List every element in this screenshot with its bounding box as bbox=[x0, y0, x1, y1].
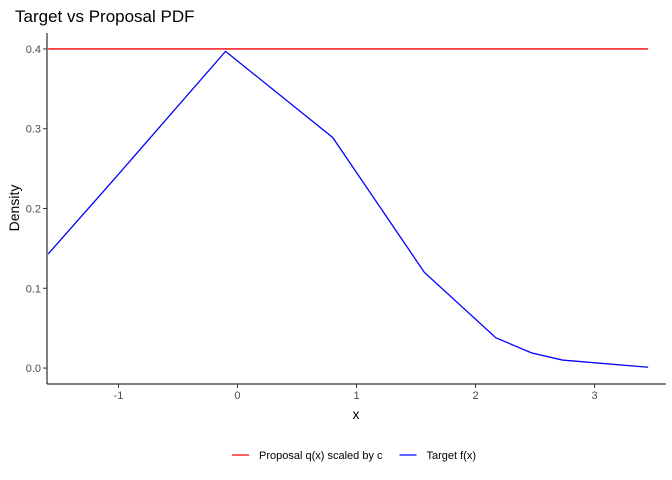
y-tick-label: 0.2 bbox=[26, 204, 41, 216]
y-axis-title: Density bbox=[6, 185, 22, 232]
x-tick-label: 1 bbox=[353, 390, 359, 402]
axes: -1 0 1 2 3 0.0 0.1 0.2 0.3 0.4 bbox=[26, 33, 666, 402]
series-line-1 bbox=[47, 50, 649, 368]
x-tick-label: 0 bbox=[234, 390, 240, 402]
x-tick-label: 2 bbox=[472, 390, 478, 402]
legend-label-1: Target f(x) bbox=[427, 450, 477, 462]
plot-area bbox=[47, 48, 649, 368]
y-tick-label: 0.3 bbox=[26, 124, 41, 136]
y-tick-label: 0.4 bbox=[26, 44, 41, 56]
legend-label-0: Proposal q(x) scaled by c bbox=[259, 450, 383, 462]
legend: Proposal q(x) scaled by c Target f(x) bbox=[232, 450, 476, 462]
x-axis-title: x bbox=[353, 406, 360, 422]
y-tick-label: 0.0 bbox=[26, 363, 41, 375]
x-tick-label: 3 bbox=[592, 390, 598, 402]
x-tick-label: -1 bbox=[114, 390, 124, 402]
y-tick-label: 0.1 bbox=[26, 283, 41, 295]
chart-title: Target vs Proposal PDF bbox=[15, 7, 195, 26]
